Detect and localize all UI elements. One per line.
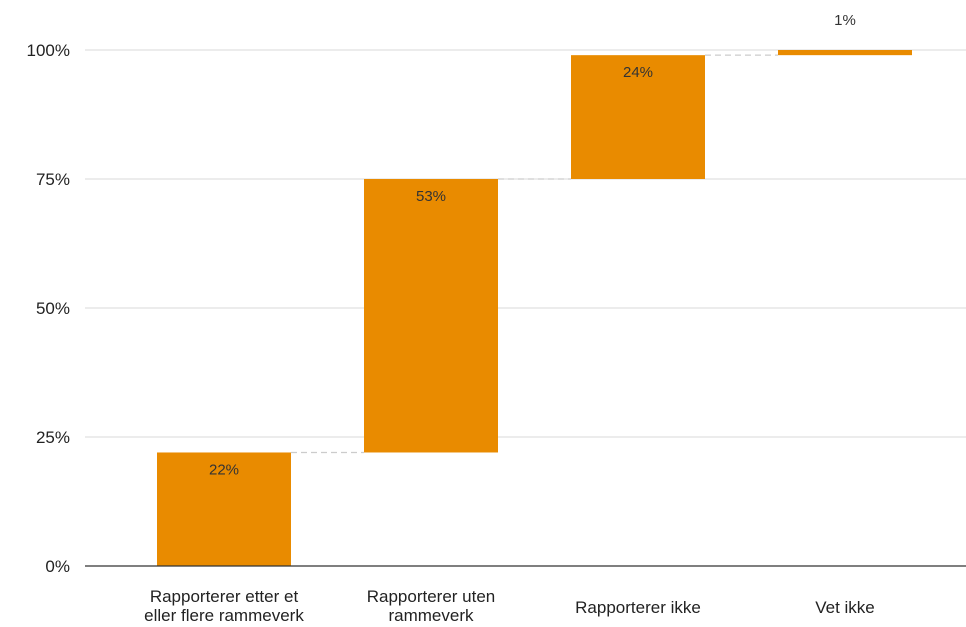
y-tick-label: 25% [36, 428, 70, 447]
y-tick-label: 0% [45, 557, 70, 576]
gridlines [85, 49, 966, 438]
y-tick-label: 100% [27, 41, 70, 60]
x-axis-categories: Rapporterer etter et eller flere rammever… [144, 587, 875, 625]
data-label: 24% [623, 64, 653, 81]
bars [157, 50, 912, 566]
y-tick-label: 75% [36, 170, 70, 189]
x-category-label: Rapporterer ikke [575, 598, 701, 617]
data-label: 1% [834, 12, 856, 29]
bar [364, 179, 498, 453]
bar [571, 55, 705, 179]
data-label: 22% [209, 461, 239, 478]
x-category-label: Rapporterer uten rammeverk [367, 587, 496, 625]
y-axis-ticks: 0% 25% 50% 75% 100% [27, 41, 70, 576]
bar [778, 50, 912, 56]
x-category-label: Rapporterer etter et eller flere rammever… [144, 587, 304, 625]
data-label: 53% [416, 188, 446, 205]
data-labels: 22% 53% 24% 1% [209, 12, 856, 478]
connector-lines [291, 54, 778, 454]
bar [157, 452, 291, 566]
x-category-label: Vet ikke [815, 598, 875, 617]
y-tick-label: 50% [36, 299, 70, 318]
